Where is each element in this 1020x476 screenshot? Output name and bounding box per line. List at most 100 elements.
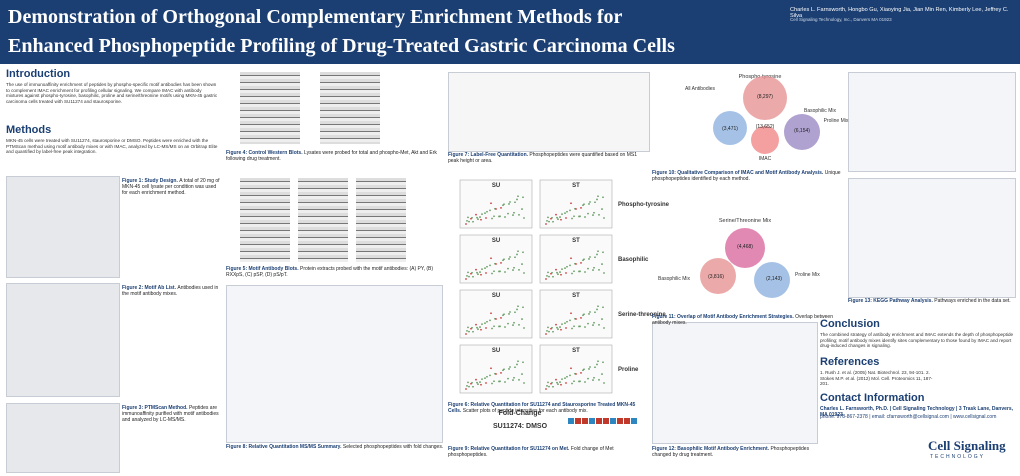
scatter-dot [500, 207, 502, 209]
scatter-dot [509, 256, 511, 258]
scatter-dot [489, 319, 491, 322]
scatter-panel [539, 289, 613, 339]
scatter-dot [491, 327, 493, 330]
quant-table [226, 285, 443, 443]
scatter-dot [521, 373, 523, 375]
scatter-dot [588, 313, 590, 315]
scatter-dot [579, 380, 581, 383]
western-blot [298, 178, 348, 262]
contact: phone: 978-867-2378 | email: cfarnsworth… [820, 414, 997, 420]
scatter-dot [561, 378, 563, 381]
title: Enhanced Phosphopeptide Profiling of Dru… [8, 35, 675, 57]
scatter-dot [548, 220, 550, 223]
scatter-dot [545, 388, 547, 390]
scatter-dot [571, 382, 573, 385]
venn-count: (4,468) [737, 244, 753, 250]
scatter-dot [580, 372, 582, 374]
scatter-dot [552, 220, 554, 223]
scatter-dot [508, 313, 510, 315]
scatter-dot [481, 213, 483, 216]
scatter-dot [598, 323, 600, 326]
scatter-dot [495, 263, 497, 265]
scatter-dot [551, 271, 553, 274]
scatter-dot [507, 267, 509, 270]
scatter-dot [555, 378, 557, 381]
scatter-dot [596, 198, 598, 201]
scatter-dot [597, 250, 599, 253]
scatter-dot [468, 385, 470, 388]
antibody-table [6, 283, 120, 397]
figure-caption: Figure 7: Label-Free Quantitation. Phosp… [448, 152, 648, 164]
scatter-dot [475, 213, 477, 216]
scatter-dot [584, 381, 586, 383]
scatter-dot [518, 268, 520, 271]
scatter-dot [493, 215, 495, 218]
kegg-table [848, 178, 1016, 298]
scatter-dot [489, 264, 491, 267]
scatter-dot [475, 323, 477, 326]
caption-title: Figure 9: Relative Quantitation for SU11… [448, 446, 571, 452]
scatter-dot [490, 257, 492, 260]
venn-label: IMAC [759, 156, 772, 162]
authors: Charles L. Farnsworth, Hongbo Gu, Xiaoyi… [790, 7, 1009, 19]
scatter-dot [500, 372, 502, 374]
scatter-dot [476, 271, 478, 274]
scatter-dot [598, 378, 600, 381]
scatter-dot [522, 196, 524, 199]
scatter-dot [513, 266, 515, 269]
venn-count: (3,471) [722, 126, 738, 132]
scatter-dot [555, 268, 557, 271]
scatter-dot [507, 377, 509, 380]
scatter-dot [507, 322, 509, 325]
scatter-dot [476, 216, 478, 219]
scatter-dot [575, 208, 577, 210]
scatter-dot [471, 271, 473, 274]
scatter-dot [557, 328, 559, 331]
venn-label: Basophilic Mix [658, 276, 690, 282]
caption-text: Fold change of Met phosphopeptides. [448, 446, 614, 458]
scatter-dot [468, 275, 470, 278]
figure-caption: Figure 10: Qualitative Comparison of IMA… [652, 170, 844, 182]
scatter-dot [592, 214, 594, 216]
venn-circle [713, 111, 747, 145]
figure-caption: Figure 5: Motif Antibody Blots. Protein … [226, 266, 444, 278]
caption-text: Selected phosphopeptides with fold chang… [342, 444, 444, 450]
scatter-dot [516, 363, 518, 366]
heat-cell [589, 418, 595, 424]
scatter-dot [491, 272, 493, 275]
paragraph: 1. Rush J. et al. (2005) Nat. Biotechnol… [820, 370, 933, 387]
venn-count: (3,816) [708, 274, 724, 280]
scatter-dot [512, 324, 514, 326]
scatter-dot [517, 195, 519, 198]
figure-caption: Figure 13: KEGG Pathway Analysis. Pathwa… [848, 298, 1016, 304]
scatter-dot [508, 368, 510, 370]
panel-label: SU [492, 238, 500, 244]
scatter-dot [573, 380, 575, 383]
scatter-dot [493, 325, 495, 328]
scatter-dot [569, 209, 571, 212]
scatter-dot [588, 368, 590, 370]
caption-title: Figure 1: Study Design. [122, 178, 180, 184]
scatter-dot [514, 366, 516, 369]
caption-text: Unique phosphopeptides identified by eac… [652, 170, 841, 182]
scatter-dot [569, 264, 571, 267]
affiliation: Cell Signaling Technology, Inc., Danvers… [790, 17, 892, 22]
scatter-dot [503, 203, 505, 206]
panel-label: ST [572, 238, 580, 244]
caption-title: Figure 5: Motif Antibody Blots. [226, 266, 300, 272]
figure-caption: Figure 3: PTMScan Method. Peptides are i… [122, 405, 220, 423]
scatter-dot [601, 373, 603, 375]
scatter-dot [565, 327, 567, 329]
scatter-dot [547, 381, 549, 384]
caption-text: Antibodies used in the motif antibody mi… [122, 285, 219, 297]
scatter-dot [564, 322, 566, 325]
scatter-dot [471, 216, 473, 219]
scatter-dot [486, 265, 488, 268]
venn-label: All Antibodies [685, 86, 716, 92]
scatter-dot [486, 375, 488, 378]
scatter-dot [570, 367, 572, 370]
scatter-dot [589, 201, 591, 203]
scatter-dot [560, 383, 562, 386]
scatter-dot [514, 256, 516, 259]
